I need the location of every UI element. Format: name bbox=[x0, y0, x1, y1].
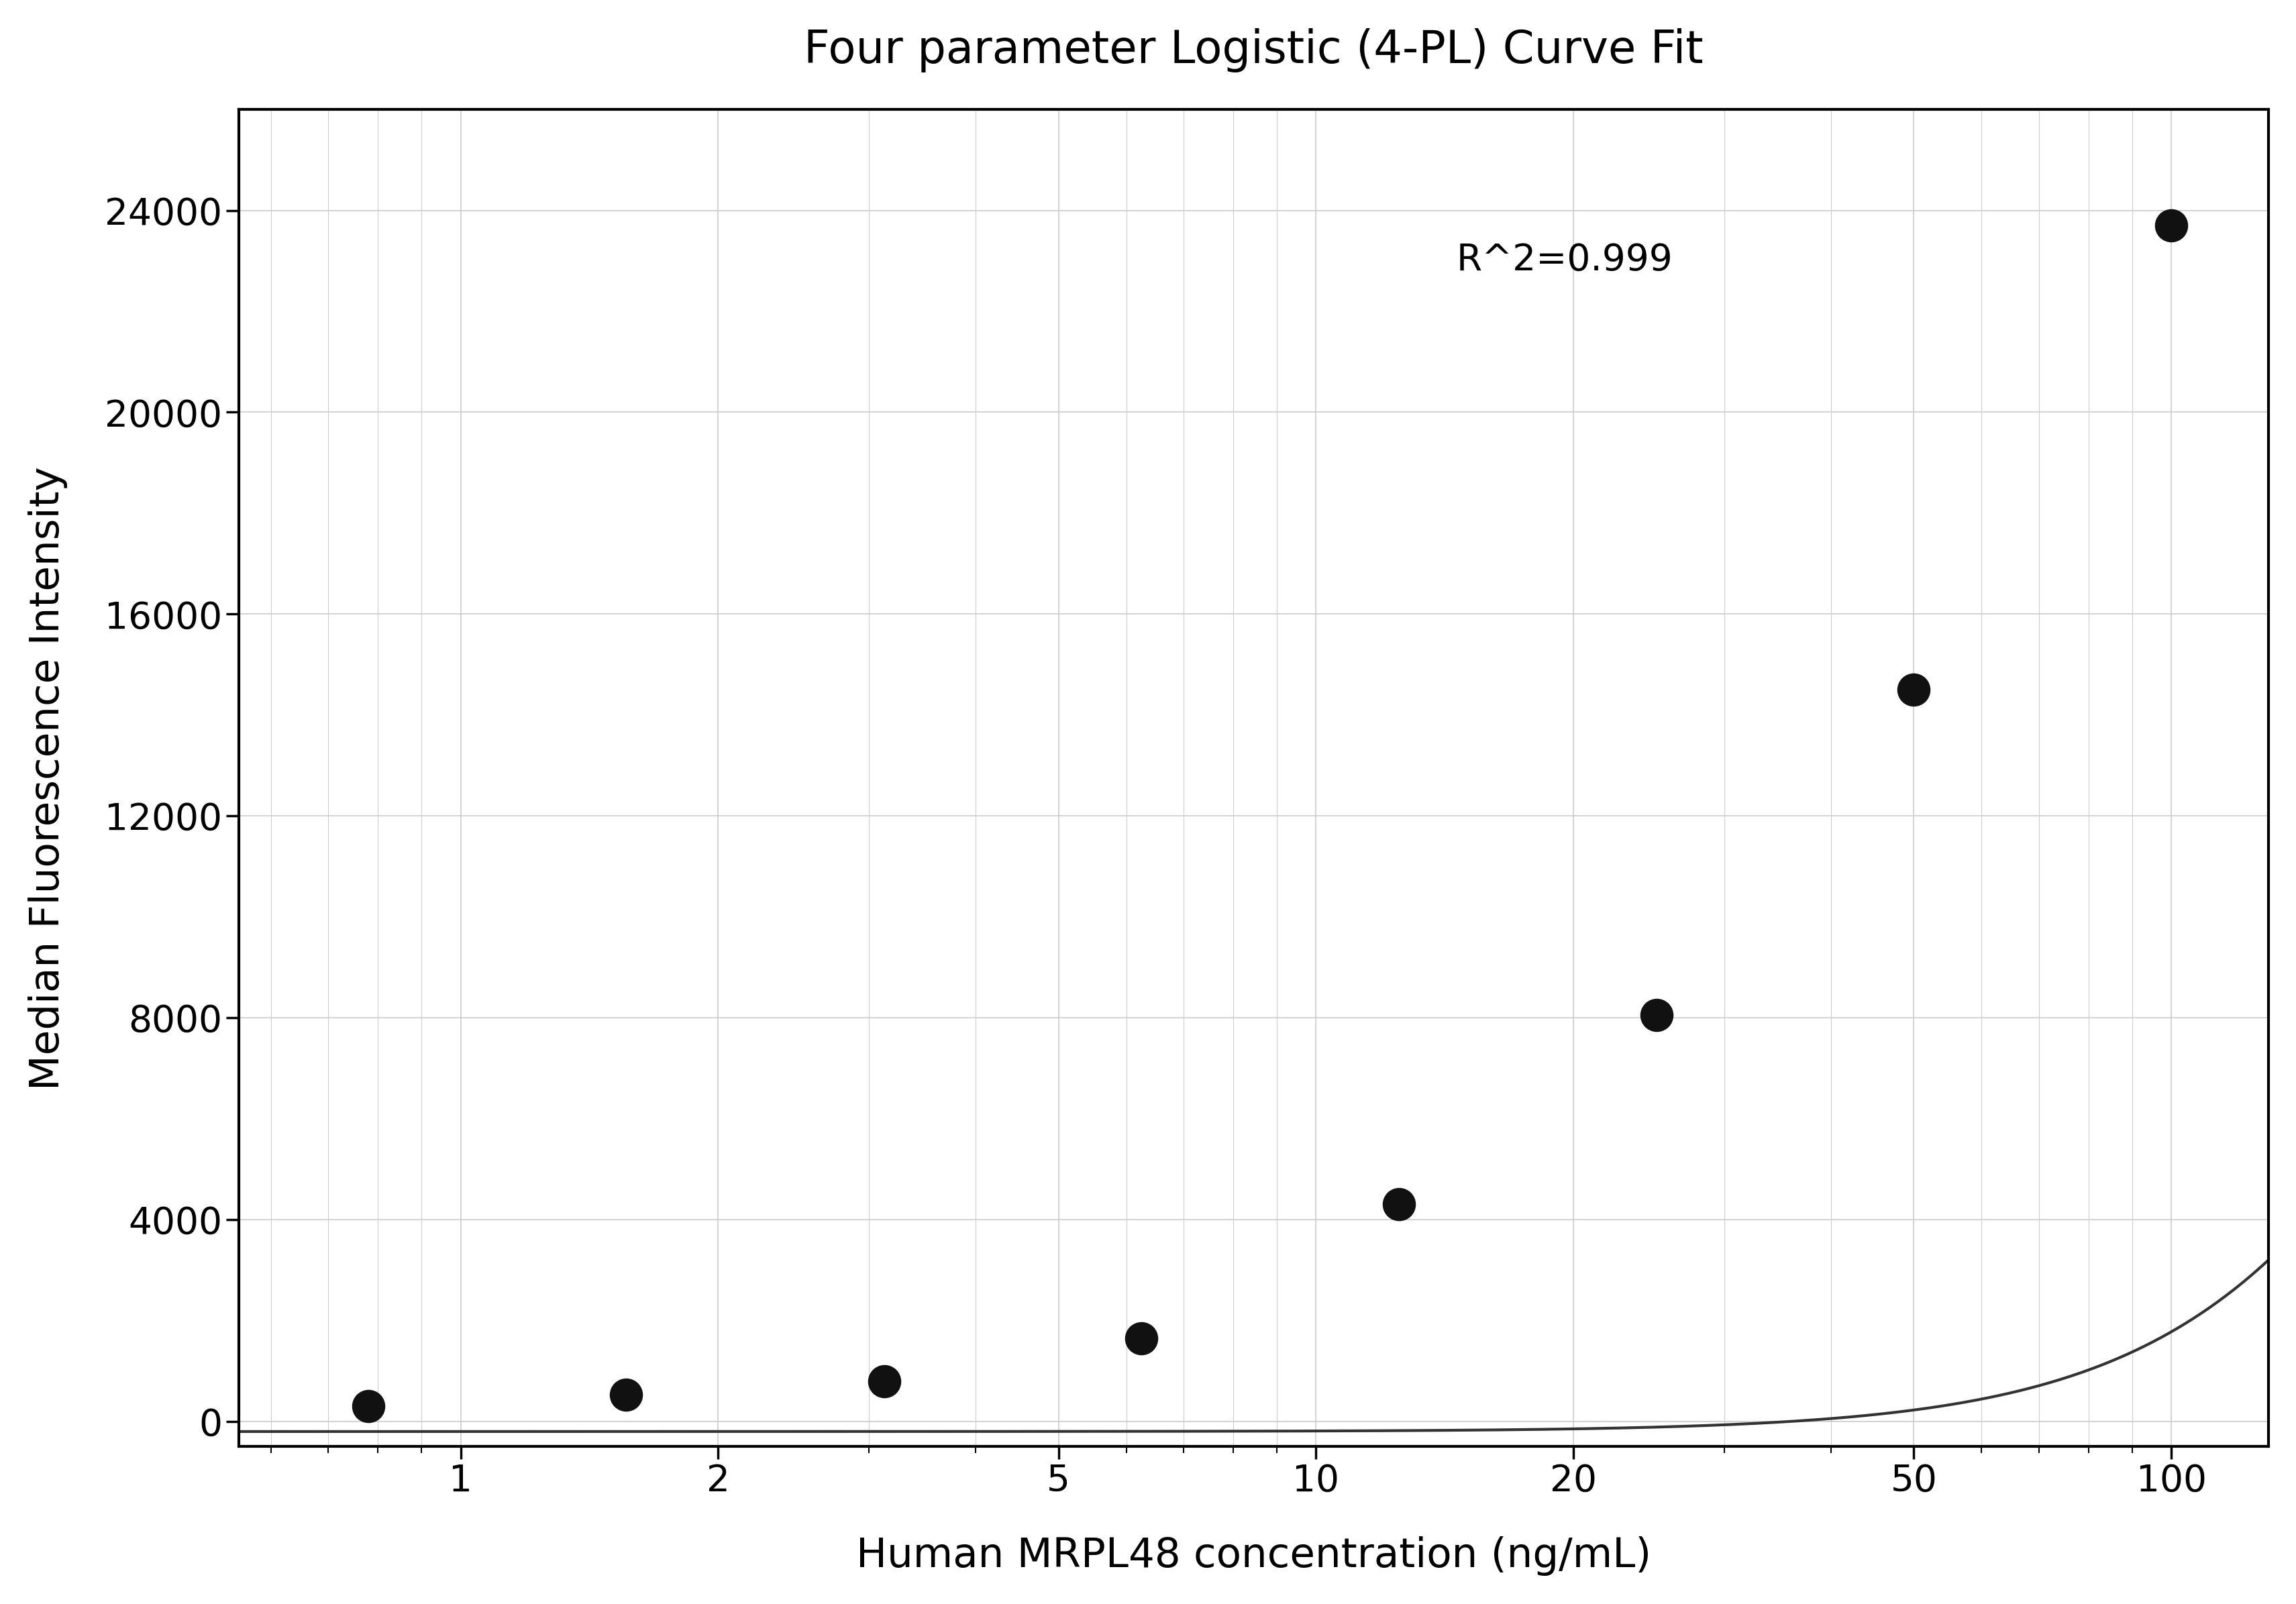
Point bbox=[866, 1368, 902, 1394]
Point bbox=[1894, 677, 1931, 703]
Point bbox=[2151, 213, 2188, 239]
Point bbox=[608, 1383, 645, 1408]
Title: Four parameter Logistic (4-PL) Curve Fit: Four parameter Logistic (4-PL) Curve Fit bbox=[804, 27, 1704, 72]
Point bbox=[1123, 1325, 1159, 1351]
Point bbox=[1637, 1002, 1674, 1028]
Point bbox=[1380, 1192, 1417, 1217]
Text: R^2=0.999: R^2=0.999 bbox=[1456, 242, 1674, 277]
Point bbox=[349, 1394, 386, 1420]
Y-axis label: Median Fluorescence Intensity: Median Fluorescence Intensity bbox=[28, 467, 67, 1089]
X-axis label: Human MRPL48 concentration (ng/mL): Human MRPL48 concentration (ng/mL) bbox=[856, 1537, 1651, 1577]
